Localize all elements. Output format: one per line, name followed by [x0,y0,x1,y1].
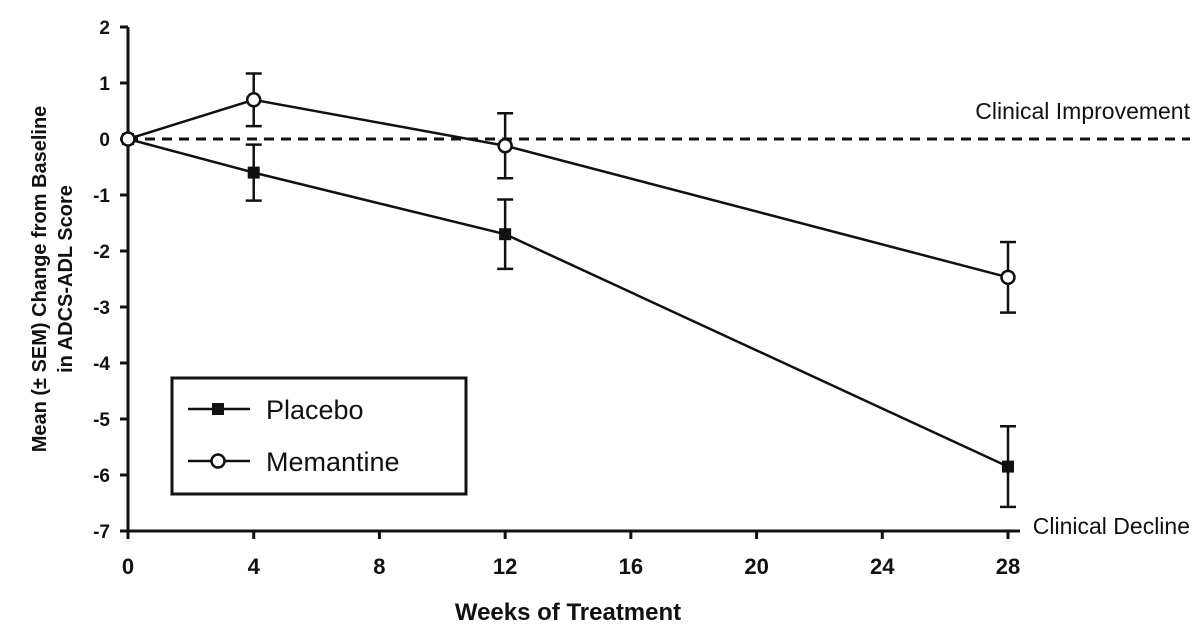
x-axis-title: Weeks of Treatment [455,599,681,626]
legend-label-placebo: Placebo [266,395,364,425]
y-tick-label: -5 [93,410,110,431]
legend-box [170,376,468,496]
x-tick-label: 24 [870,554,895,579]
x-ticks: 0 4 8 12 16 20 24 28 [122,531,1020,579]
clinical-improvement-annotation: Clinical Improvement [975,98,1190,124]
x-tick-label: 4 [248,554,261,579]
y-tick-label: -1 [93,186,110,207]
x-tick-label: 12 [493,554,517,579]
x-tick-label: 0 [122,554,134,579]
data-point-memantine [497,137,513,154]
series-memantine [120,72,1016,314]
legend: Placebo Memantine [170,376,468,496]
legend-items: Placebo Memantine [188,395,400,477]
data-point-memantine [1000,269,1016,286]
y-tick-label: 0 [99,130,110,151]
y-axis-title-line-1: Mean (± SEM) Change from Baseline [29,106,51,453]
legend-marker-memantine [210,453,226,469]
y-tick-label: 1 [99,74,110,95]
x-tick-label: 20 [744,554,768,579]
y-axis-title: Mean (± SEM) Change from Baseline in ADC… [29,106,77,453]
clinical-decline-annotation: Clinical Decline [1033,513,1190,539]
x-tick-label: 8 [373,554,385,579]
axes [126,27,1020,533]
series-placebo [122,133,1016,509]
x-tick-label: 28 [996,554,1020,579]
legend-marker-placebo [212,403,224,415]
data-point-memantine [120,131,136,147]
y-tick-label: -6 [93,466,110,487]
y-tick-label: -7 [93,522,110,543]
y-axis-title-line-2: in ADCS-ADL Score [55,185,77,373]
data-point-placebo [247,166,260,179]
y-ticks: 2 1 0 -1 -2 -3 -4 -5 -6 -7 [93,18,128,543]
legend-label-memantine: Memantine [266,447,400,477]
series-layer [120,72,1016,509]
series-line-placebo [127,137,1009,468]
y-tick-label: -3 [93,298,110,319]
series-line-memantine [127,98,1009,279]
x-tick-label: 16 [619,554,643,579]
data-point-placebo [499,228,512,241]
data-point-placebo [1002,460,1014,473]
y-tick-label: -2 [93,242,110,263]
y-tick-label: 2 [99,18,110,39]
y-tick-label: -4 [93,354,110,375]
data-point-memantine [245,92,262,108]
